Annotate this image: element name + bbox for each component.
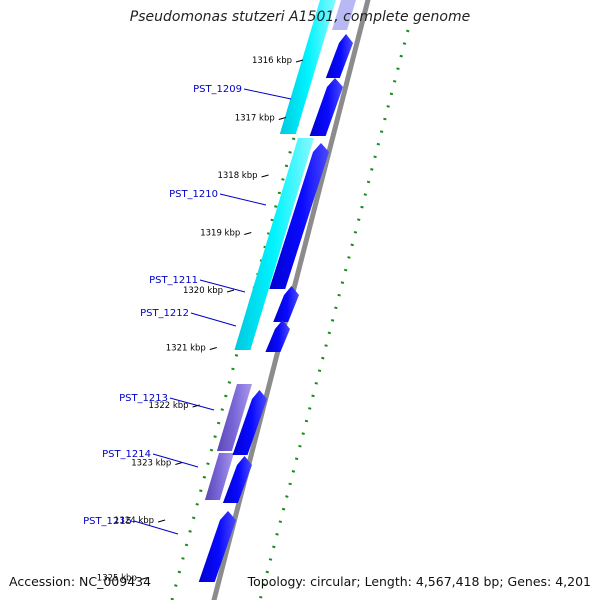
gene-labels: PST_1209 PST_1210 PST_1211 PST_1212 PST_1213… [83,84,292,535]
gene-leader-line [133,520,179,535]
tick-label: 1319 kbp [200,229,240,239]
cog-segment-pst-1213 [216,384,252,451]
cds-pst-1213 [232,390,267,455]
gene-label: PST_1210 [169,189,218,200]
tick-mark [226,289,235,293]
feature-tracks [170,0,410,600]
cds-pst-1208-light [332,0,356,30]
tick-label: 1320 kbp [183,286,223,296]
tick-mark [157,519,166,523]
tick-mark [295,59,304,63]
cds-pst-1208 [325,34,353,78]
cds-pst-1215 [198,511,236,582]
tick-label: 1322 kbp [149,401,189,411]
gene-label: PST_1215 [83,516,132,527]
tick-mark [278,117,286,120]
map-title: Pseudomonas stutzeri A1501, complete gen… [129,9,471,25]
cog-segment-pst-1214 [204,453,234,500]
gene-leader-line [152,453,199,468]
gene-leader-line [219,193,267,206]
gene-label: PST_1212 [140,308,189,319]
gene-label: PST_1209 [193,84,242,95]
gene-leader-line [190,312,237,327]
tick-label: 1321 kbp [166,344,206,354]
cog-segment-pst-1209 [279,0,336,134]
tick-label: 1318 kbp [217,171,257,181]
tick-mark [244,232,252,235]
cds-pst-1210 [269,143,329,289]
accession-text: Accession: NC_009434 [9,574,152,589]
tick-mark [261,174,269,178]
tick-mark [209,347,217,350]
tick-label: 1323 kbp [131,459,171,469]
cds-pst-1212 [265,320,290,352]
gene-label: PST_1214 [102,449,151,460]
gene-leader-line [199,279,246,293]
tick-mark [175,462,183,465]
cds-pst-1209 [309,78,343,136]
tick-label: 1325 kbp [97,574,137,584]
gene-label: PST_1211 [149,275,198,286]
tick-mark [140,577,149,580]
gene-label: PST_1213 [119,393,168,404]
gene-leader-line [243,88,292,100]
cds-pst-1214 [222,456,252,503]
cds-pst-1211 [273,286,299,322]
tick-label: 1316 kbp [252,56,292,66]
genome-summary-text: Topology: circular; Length: 4,567,418 bp… [247,574,591,589]
tick-label: 1317 kbp [235,114,275,124]
tick-marks: 1316 kbp 1317 kbp 1318 kbp 1319 kbp 1320 kbp… [97,56,304,584]
cog-segment-pst-1210-1212 [234,138,314,350]
gene-leader-line [169,397,215,411]
